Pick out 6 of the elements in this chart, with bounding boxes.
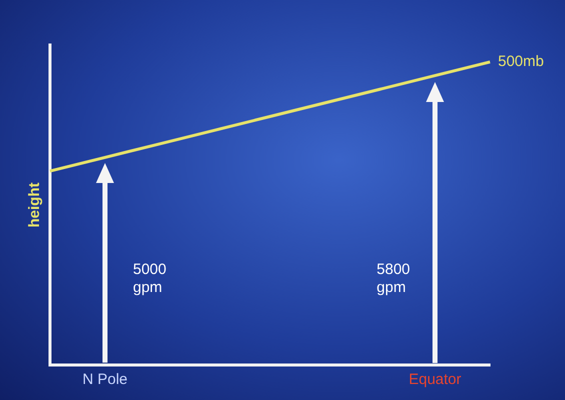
series-label: 500mb — [498, 53, 544, 70]
x-tick-label: N Pole — [82, 371, 128, 388]
annotation: 5000 gpm — [133, 261, 166, 296]
annotation: 5800 gpm — [376, 261, 410, 296]
x-tick-label: Equator — [408, 371, 462, 388]
y-axis-title: height — [26, 182, 44, 228]
